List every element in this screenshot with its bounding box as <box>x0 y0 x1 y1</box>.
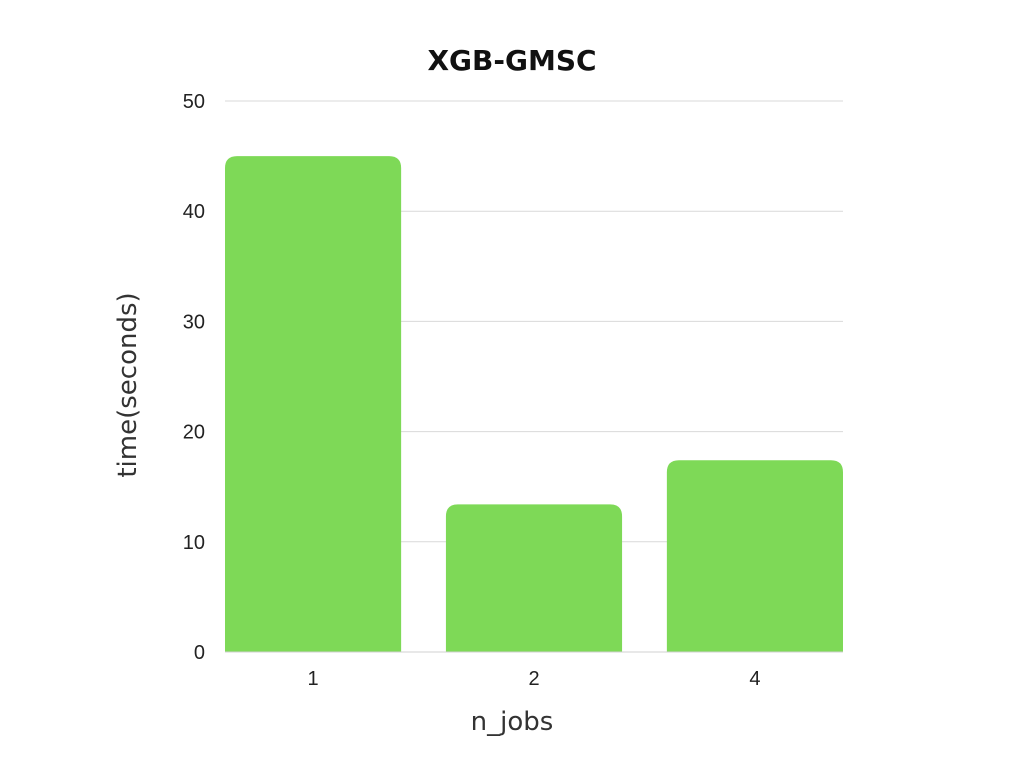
bar-1 <box>225 156 402 652</box>
x-tick-label: 2 <box>528 668 539 690</box>
x-axis-label: n_jobs <box>471 707 554 737</box>
y-tick-label: 30 <box>183 311 205 333</box>
x-tick-label: 4 <box>749 668 760 690</box>
y-axis-ticks: 0 10 20 30 40 50 <box>183 91 205 664</box>
y-tick-label: 50 <box>183 91 205 113</box>
y-tick-label: 0 <box>194 642 205 664</box>
chart-title: XGB-GMSC <box>427 44 596 77</box>
bar-2 <box>445 504 623 652</box>
bars <box>225 156 843 652</box>
bar-4 <box>666 460 843 652</box>
y-tick-label: 10 <box>183 532 205 554</box>
y-tick-label: 20 <box>183 422 205 444</box>
y-tick-label: 40 <box>183 201 205 223</box>
x-tick-label: 1 <box>308 668 319 690</box>
y-axis-label: time(seconds) <box>113 292 143 477</box>
x-axis-ticks: 1 2 4 <box>308 668 761 690</box>
